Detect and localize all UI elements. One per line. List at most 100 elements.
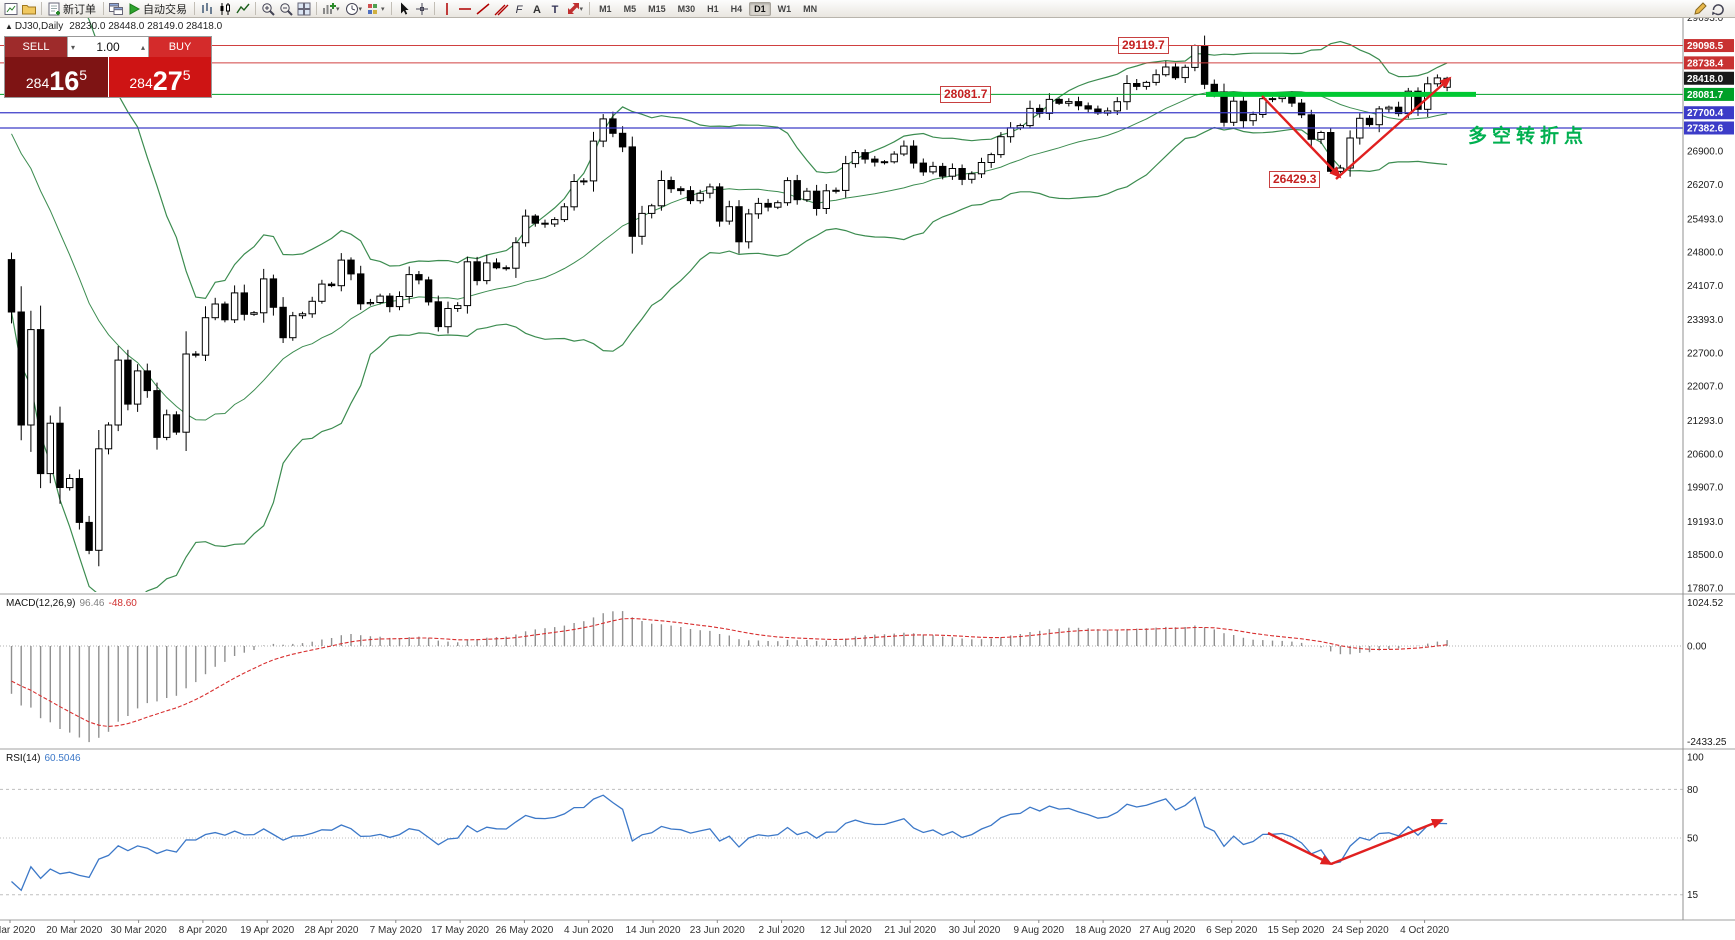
trendline-icon[interactable] xyxy=(474,1,492,17)
svg-text:4 Jun 2020: 4 Jun 2020 xyxy=(564,925,614,936)
vertical-line-icon[interactable] xyxy=(438,1,456,17)
chevron-down-icon[interactable]: ▾ xyxy=(336,5,340,13)
price-label-support[interactable]: 28081.7 xyxy=(940,86,992,103)
time-axis[interactable]: 1 Mar 2020 20 Mar 2020 30 Mar 2020 8 Apr 20… xyxy=(0,920,1449,936)
svg-text:26207.0: 26207.0 xyxy=(1687,180,1724,191)
price-label-swing-high[interactable]: 29119.7 xyxy=(1118,37,1169,54)
candlestick-icon[interactable] xyxy=(216,1,234,17)
macd-name: MACD(12,26,9) xyxy=(6,598,76,609)
toolbar-separator xyxy=(41,2,42,15)
horizontal-line-icon[interactable] xyxy=(456,1,474,17)
volume-input[interactable]: ▾ 1.00 ▴ xyxy=(67,37,149,57)
timeframe-w1[interactable]: W1 xyxy=(777,3,792,14)
buy-button[interactable]: BUY xyxy=(149,37,211,57)
symbol-name: DJ30,Daily xyxy=(14,21,64,32)
svg-text:29098.5: 29098.5 xyxy=(1687,41,1724,52)
autotrade-button[interactable]: 自动交易 xyxy=(143,3,187,16)
label-icon[interactable]: T xyxy=(546,1,564,17)
cursor-icon[interactable] xyxy=(395,1,413,17)
new-order-icon[interactable] xyxy=(45,1,63,17)
timeframe-h1[interactable]: H1 xyxy=(707,3,719,14)
main-chart-panel xyxy=(0,18,1683,592)
tile-windows-icon[interactable] xyxy=(295,1,313,17)
rsi-panel xyxy=(0,788,1683,896)
svg-text:26 May 2020: 26 May 2020 xyxy=(495,925,553,936)
svg-text:18 Aug 2020: 18 Aug 2020 xyxy=(1075,925,1132,936)
chevron-down-icon[interactable]: ▾ xyxy=(381,5,385,13)
toolbar-separator xyxy=(255,2,256,15)
cycle-icon[interactable] xyxy=(1709,1,1727,17)
toolbar-separator xyxy=(316,2,317,15)
fibonacci-icon[interactable]: F xyxy=(510,1,528,17)
buy-price-sup: 5 xyxy=(182,67,191,83)
autotrade-icon[interactable] xyxy=(125,1,143,17)
svg-text:17 May 2020: 17 May 2020 xyxy=(431,925,489,936)
svg-text:22700.0: 22700.0 xyxy=(1687,348,1724,359)
zoom-in-icon[interactable] xyxy=(259,1,277,17)
svg-text:29693.0: 29693.0 xyxy=(1687,13,1724,24)
zoom-out-icon[interactable] xyxy=(277,1,295,17)
svg-text:1024.52: 1024.52 xyxy=(1687,598,1724,609)
svg-text:28 Apr 2020: 28 Apr 2020 xyxy=(305,925,359,936)
pencil-icon[interactable] xyxy=(1691,1,1709,17)
svg-text:19907.0: 19907.0 xyxy=(1687,483,1724,494)
svg-text:24107.0: 24107.0 xyxy=(1687,281,1724,292)
crosshair-icon[interactable] xyxy=(413,1,431,17)
new-order-button[interactable]: 新订单 xyxy=(63,3,96,16)
rsi-trend-arrow xyxy=(1267,831,1333,866)
timeframe-h4[interactable]: H4 xyxy=(730,3,743,14)
timeframe-m1[interactable]: M1 xyxy=(599,3,612,14)
indicators-icon[interactable] xyxy=(320,1,338,17)
timeframe-d1[interactable]: D1 xyxy=(749,1,771,16)
svg-text:100: 100 xyxy=(1687,753,1704,764)
volume-value[interactable]: 1.00 xyxy=(96,40,120,54)
arrows-icon[interactable] xyxy=(564,1,582,17)
price-label-swing-low[interactable]: 26429.3 xyxy=(1269,171,1321,188)
symbol-info: ▲ DJ30,Daily 28230.0 28448.0 28149.0 28418… xyxy=(5,21,222,32)
svg-text:50: 50 xyxy=(1687,834,1699,845)
svg-text:21293.0: 21293.0 xyxy=(1687,416,1724,427)
new-chart-icon[interactable] xyxy=(2,1,20,17)
price-axis[interactable]: 29693.0 26900.0 26207.0 25493.0 24800.0 24107… xyxy=(1684,13,1734,595)
toolbar: 新订单 自动交易 ▾ ▾ ▾ F A T ▾ M1 M5 M15 M30 H1 H4 D1 W1 MN xyxy=(0,0,1735,18)
svg-text:26900.0: 26900.0 xyxy=(1687,147,1724,158)
svg-text:2 Jul 2020: 2 Jul 2020 xyxy=(759,925,806,936)
chevron-down-icon[interactable]: ▾ xyxy=(579,5,584,13)
macd-axis[interactable]: 1024.52 0.00 -2433.25 xyxy=(1687,598,1727,748)
buy-price-button[interactable]: 284 27 5 xyxy=(108,57,211,97)
templates-icon[interactable] xyxy=(365,1,383,17)
rsi-value: 60.5046 xyxy=(44,753,81,764)
macd-signal-value: -48.60 xyxy=(108,598,137,609)
line-chart-icon[interactable] xyxy=(234,1,252,17)
timeframe-m30[interactable]: M30 xyxy=(677,3,696,14)
timeframe-mn[interactable]: MN xyxy=(803,3,818,14)
svg-text:4 Oct 2020: 4 Oct 2020 xyxy=(1400,925,1449,936)
svg-text:20600.0: 20600.0 xyxy=(1687,449,1724,460)
rsi-indicator-label: RSI(14) 60.5046 xyxy=(6,753,81,764)
sell-button[interactable]: SELL xyxy=(5,37,67,57)
timeframe-m5[interactable]: M5 xyxy=(623,3,637,14)
svg-text:8 Apr 2020: 8 Apr 2020 xyxy=(179,925,228,936)
chevron-down-icon[interactable]: ▾ xyxy=(358,5,363,13)
chart-windows-icon[interactable] xyxy=(107,1,125,17)
timeframe-m15[interactable]: M15 xyxy=(648,3,666,14)
price-badge xyxy=(1684,87,1734,101)
sell-price-button[interactable]: 284 16 5 xyxy=(5,57,108,97)
svg-text:-2433.25: -2433.25 xyxy=(1687,737,1727,748)
macd-indicator-label: MACD(12,26,9) 96.46 -48.60 xyxy=(6,598,137,609)
volume-up-button[interactable]: ▴ xyxy=(140,42,145,52)
text-icon[interactable]: A xyxy=(528,1,546,17)
turning-point-text[interactable]: 多空转折点 xyxy=(1468,126,1589,147)
volume-down-button[interactable]: ▾ xyxy=(71,42,76,52)
channel-icon[interactable] xyxy=(492,1,510,17)
svg-text:28418.0: 28418.0 xyxy=(1687,74,1724,85)
sell-price-big: 16 xyxy=(49,65,80,96)
toolbar-separator xyxy=(194,2,195,15)
toolbar-separator xyxy=(103,2,104,15)
bar-chart-icon[interactable] xyxy=(198,1,216,17)
svg-text:17807.0: 17807.0 xyxy=(1687,584,1724,595)
rsi-axis[interactable]: 100 80 50 15 xyxy=(1687,753,1704,902)
periods-icon[interactable] xyxy=(343,1,361,17)
profiles-icon[interactable] xyxy=(20,1,38,17)
